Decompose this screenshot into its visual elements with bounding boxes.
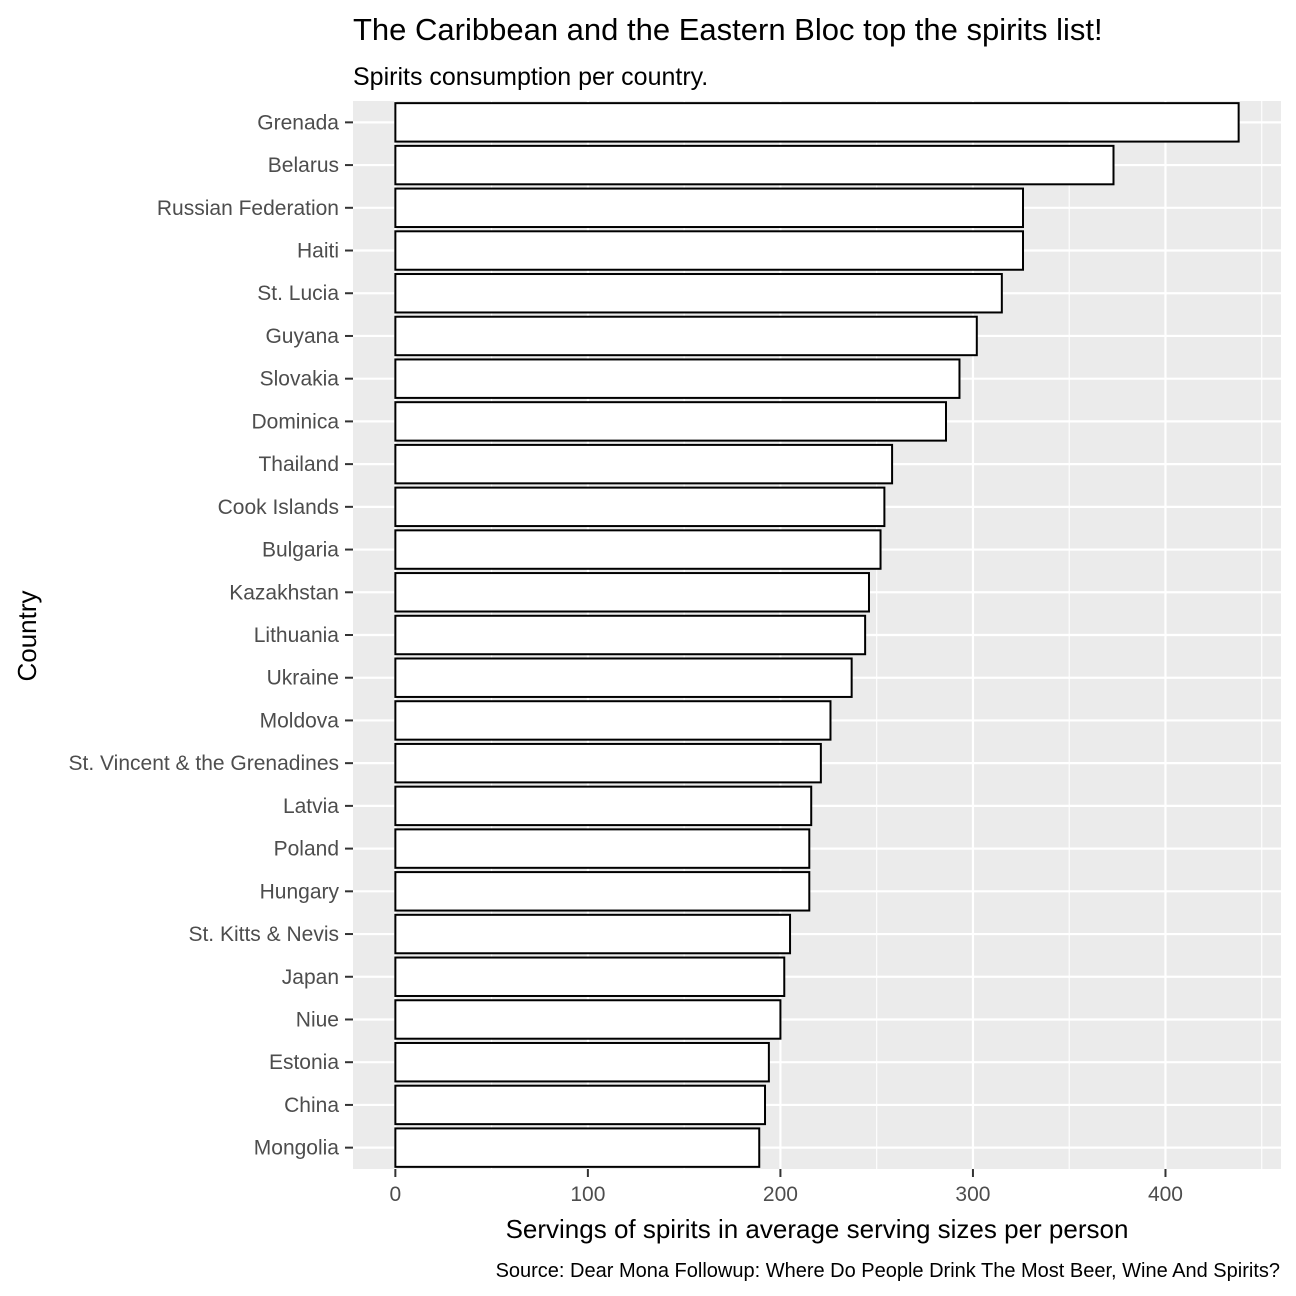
bar bbox=[394, 999, 782, 1040]
y-tick-label: Thailand bbox=[258, 453, 339, 476]
chart-title: The Caribbean and the Eastern Bloc top t… bbox=[353, 12, 1103, 47]
chart-subtitle: Spirits consumption per country. bbox=[353, 63, 708, 91]
x-tick-label: 300 bbox=[955, 1183, 990, 1206]
bar bbox=[394, 1127, 761, 1168]
x-tick-label: 100 bbox=[570, 1183, 605, 1206]
x-axis: 0 100 200 300 400 bbox=[390, 1169, 1183, 1206]
y-tick-label: Kazakhstan bbox=[229, 581, 339, 604]
bar bbox=[394, 614, 867, 656]
bars bbox=[394, 102, 1240, 1168]
y-tick-label: Bulgaria bbox=[262, 539, 339, 562]
y-tick-label: Niue bbox=[296, 1008, 339, 1031]
bar bbox=[394, 358, 961, 399]
bar bbox=[394, 657, 853, 698]
y-tick-label: Guyana bbox=[265, 325, 339, 348]
y-tick-label: Grenada bbox=[257, 111, 339, 134]
bar bbox=[394, 871, 811, 912]
bar bbox=[394, 273, 1003, 314]
bar bbox=[394, 486, 886, 528]
chart-caption: Source: Dear Mona Followup: Where Do Peo… bbox=[496, 1260, 1280, 1282]
y-axis-title: Country bbox=[12, 590, 42, 681]
bar bbox=[394, 572, 870, 613]
bar bbox=[394, 828, 811, 869]
x-axis-title: Servings of spirits in average serving s… bbox=[506, 1214, 1129, 1244]
x-tick-label: 200 bbox=[763, 1183, 798, 1206]
bar bbox=[394, 230, 1025, 271]
bar bbox=[394, 913, 792, 955]
y-tick-label: Dominica bbox=[251, 410, 339, 433]
y-axis: Grenada Belarus Russian Federation Haiti St.… bbox=[69, 111, 353, 1160]
bar bbox=[394, 785, 813, 827]
bar bbox=[394, 187, 1025, 229]
bar bbox=[394, 443, 894, 485]
bar bbox=[394, 102, 1240, 143]
y-tick-label: Japan bbox=[282, 966, 339, 989]
y-tick-label: Ukraine bbox=[267, 667, 339, 690]
bar bbox=[394, 1084, 767, 1126]
y-tick-label: Belarus bbox=[268, 154, 339, 177]
y-tick-label: Moldova bbox=[260, 709, 340, 732]
bar bbox=[394, 700, 832, 741]
bar bbox=[394, 401, 947, 442]
y-tick-label: Russian Federation bbox=[157, 197, 339, 220]
y-tick-label: Estonia bbox=[269, 1051, 339, 1074]
y-tick-label: Slovakia bbox=[260, 368, 340, 391]
y-tick-label: Lithuania bbox=[254, 624, 340, 647]
y-tick-label: Poland bbox=[274, 838, 339, 861]
bar bbox=[394, 144, 1115, 186]
bar bbox=[394, 742, 822, 784]
x-tick-label: 0 bbox=[390, 1183, 402, 1206]
bar bbox=[394, 529, 882, 570]
bar bbox=[394, 956, 786, 997]
y-tick-label: Cook Islands bbox=[218, 496, 339, 519]
bar bbox=[394, 315, 978, 357]
y-tick-label: China bbox=[284, 1094, 339, 1117]
y-tick-label: St. Kitts & Nevis bbox=[188, 923, 339, 946]
y-tick-label: St. Lucia bbox=[257, 282, 339, 305]
y-tick-label: Latvia bbox=[283, 795, 339, 818]
y-tick-label: Haiti bbox=[297, 240, 339, 263]
x-tick-label: 400 bbox=[1148, 1183, 1183, 1206]
y-tick-label: St. Vincent & the Grenadines bbox=[69, 752, 339, 775]
y-tick-label: Hungary bbox=[260, 880, 340, 903]
y-tick-label: Mongolia bbox=[254, 1137, 340, 1160]
bar bbox=[394, 1041, 770, 1083]
